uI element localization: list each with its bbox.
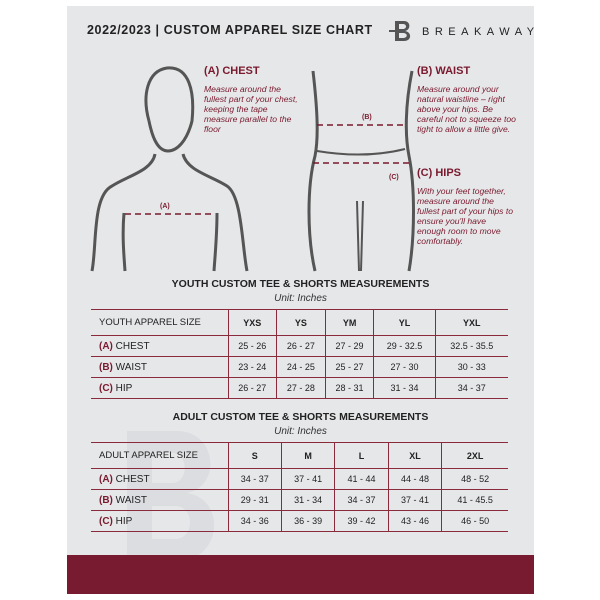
waist-marker: (B) xyxy=(362,114,372,121)
value-cell: 29 - 32.5 xyxy=(373,335,436,357)
row-name: HIP xyxy=(115,382,133,394)
value-cell: 25 - 26 xyxy=(228,335,278,357)
row-label: (A) CHEST xyxy=(91,468,229,490)
value-cell: 29 - 31 xyxy=(228,489,282,511)
table-row: (B) WAIST 23 - 24 24 - 25 25 - 27 27 - 30 30 … xyxy=(91,356,508,378)
value-cell: 23 - 24 xyxy=(228,356,278,378)
header-cell: YOUTH APPAREL SIZE xyxy=(91,309,229,336)
header-cell: XL xyxy=(388,442,443,469)
header-cell: YL xyxy=(373,309,436,336)
brand-name: BREAKAWAY xyxy=(422,26,540,38)
value-cell: 41 - 44 xyxy=(334,468,389,490)
row-label: (A) CHEST xyxy=(91,335,229,357)
value-cell: 31 - 34 xyxy=(373,377,436,399)
value-cell: 31 - 34 xyxy=(281,489,336,511)
body-figures: (A) (B) (C) xyxy=(90,66,415,272)
value-cell: 46 - 50 xyxy=(461,516,490,526)
row-letter: (C) xyxy=(99,382,113,394)
table-row: (A) CHEST 25 - 26 26 - 27 27 - 29 29 - 32.5 3… xyxy=(91,335,508,357)
youth-table-title: YOUTH CUSTOM TEE & SHORTS MEASUREMENTS xyxy=(171,278,430,290)
value-cell: 26 - 27 xyxy=(228,377,278,399)
row-letter: (B) xyxy=(99,361,113,373)
row-letter: (B) xyxy=(99,494,113,506)
chest-heading: (A) CHEST xyxy=(204,65,260,77)
header-cell: YM xyxy=(325,309,375,336)
adult-size-table: ADULT APPAREL SIZE S M L XL 2XL (A) CHEST 34 - … xyxy=(91,442,508,532)
value-cell: 24 - 25 xyxy=(276,356,326,378)
row-label: (B) WAIST xyxy=(91,356,229,378)
chest-marker: (A) xyxy=(160,203,170,210)
lower-body-figure xyxy=(307,70,415,272)
hips-heading: (C) HIPS xyxy=(417,167,461,179)
size-chart-card: 2022/2023 | CUSTOM APPAREL SIZE CHART BR… xyxy=(67,6,534,594)
table-row: (A) CHEST 34 - 37 37 - 41 41 - 44 44 - 48 48 … xyxy=(91,468,508,490)
value-cell: 34 - 37 xyxy=(334,489,389,511)
table-header-row: YOUTH APPAREL SIZE YXS YS YM YL YXL xyxy=(91,309,508,336)
hips-text: With your feet together, measure around … xyxy=(417,186,514,246)
value-cell: 48 - 52 xyxy=(461,474,490,484)
row-name: WAIST xyxy=(115,494,147,506)
header-cell: 2XL xyxy=(466,450,484,461)
value-cell: 34 - 37 xyxy=(457,383,486,393)
header-cell: ADULT APPAREL SIZE xyxy=(91,442,229,469)
footer-band xyxy=(67,555,534,594)
value-cell: 27 - 29 xyxy=(325,335,375,357)
brand-logo-icon xyxy=(389,21,411,41)
value-cell: 37 - 41 xyxy=(388,489,443,511)
value-cell: 43 - 46 xyxy=(388,510,443,532)
row-name: HIP xyxy=(115,515,133,527)
table-row: (C) HIP 26 - 27 27 - 28 28 - 31 31 - 34 34 - … xyxy=(91,377,508,399)
row-label: (C) HIP xyxy=(91,377,229,399)
header-cell: YXL xyxy=(463,317,481,328)
value-cell: 34 - 36 xyxy=(228,510,282,532)
table-header-row: ADULT APPAREL SIZE S M L XL 2XL xyxy=(91,442,508,469)
row-name: CHEST xyxy=(115,473,150,485)
value-cell: 37 - 41 xyxy=(281,468,336,490)
value-cell: 27 - 30 xyxy=(373,356,436,378)
value-cell: 32.5 - 35.5 xyxy=(450,341,494,351)
waist-heading: (B) WAIST xyxy=(417,65,471,77)
value-cell: 34 - 37 xyxy=(228,468,282,490)
table-row: (B) WAIST 29 - 31 31 - 34 34 - 37 37 - 41 41 … xyxy=(91,489,508,511)
youth-unit: Unit: Inches xyxy=(274,293,327,304)
adult-table-title: ADULT CUSTOM TEE & SHORTS MEASUREMENTS xyxy=(172,411,429,423)
header-cell: L xyxy=(334,442,389,469)
row-name: CHEST xyxy=(115,340,150,352)
page-title: 2022/2023 | CUSTOM APPAREL SIZE CHART xyxy=(87,23,373,37)
table-row: (C) HIP 34 - 36 36 - 39 39 - 42 43 - 46 46 - … xyxy=(91,510,508,532)
row-label: (C) HIP xyxy=(91,510,229,532)
header-cell: S xyxy=(228,442,282,469)
value-cell: 30 - 33 xyxy=(457,362,486,372)
header-cell: M xyxy=(281,442,336,469)
waist-text: Measure around your natural waistline – … xyxy=(417,84,516,134)
value-cell: 26 - 27 xyxy=(276,335,326,357)
value-cell: 25 - 27 xyxy=(325,356,375,378)
value-cell: 44 - 48 xyxy=(388,468,443,490)
youth-size-table: YOUTH APPAREL SIZE YXS YS YM YL YXL (A) CHEST 2… xyxy=(91,309,508,399)
row-letter: (C) xyxy=(99,515,113,527)
value-cell: 41 - 45.5 xyxy=(457,495,493,505)
hips-marker: (C) xyxy=(389,174,399,181)
value-cell: 36 - 39 xyxy=(281,510,336,532)
row-letter: (A) xyxy=(99,473,113,485)
row-letter: (A) xyxy=(99,340,113,352)
row-label: (B) WAIST xyxy=(91,489,229,511)
adult-unit: Unit: Inches xyxy=(274,426,327,437)
value-cell: 39 - 42 xyxy=(334,510,389,532)
row-name: WAIST xyxy=(115,361,147,373)
value-cell: 28 - 31 xyxy=(325,377,375,399)
header-cell: YS xyxy=(276,309,326,336)
chest-text: Measure around the fullest part of your … xyxy=(204,84,298,134)
upper-body-figure xyxy=(90,66,249,272)
value-cell: 27 - 28 xyxy=(276,377,326,399)
header-cell: YXS xyxy=(228,309,278,336)
